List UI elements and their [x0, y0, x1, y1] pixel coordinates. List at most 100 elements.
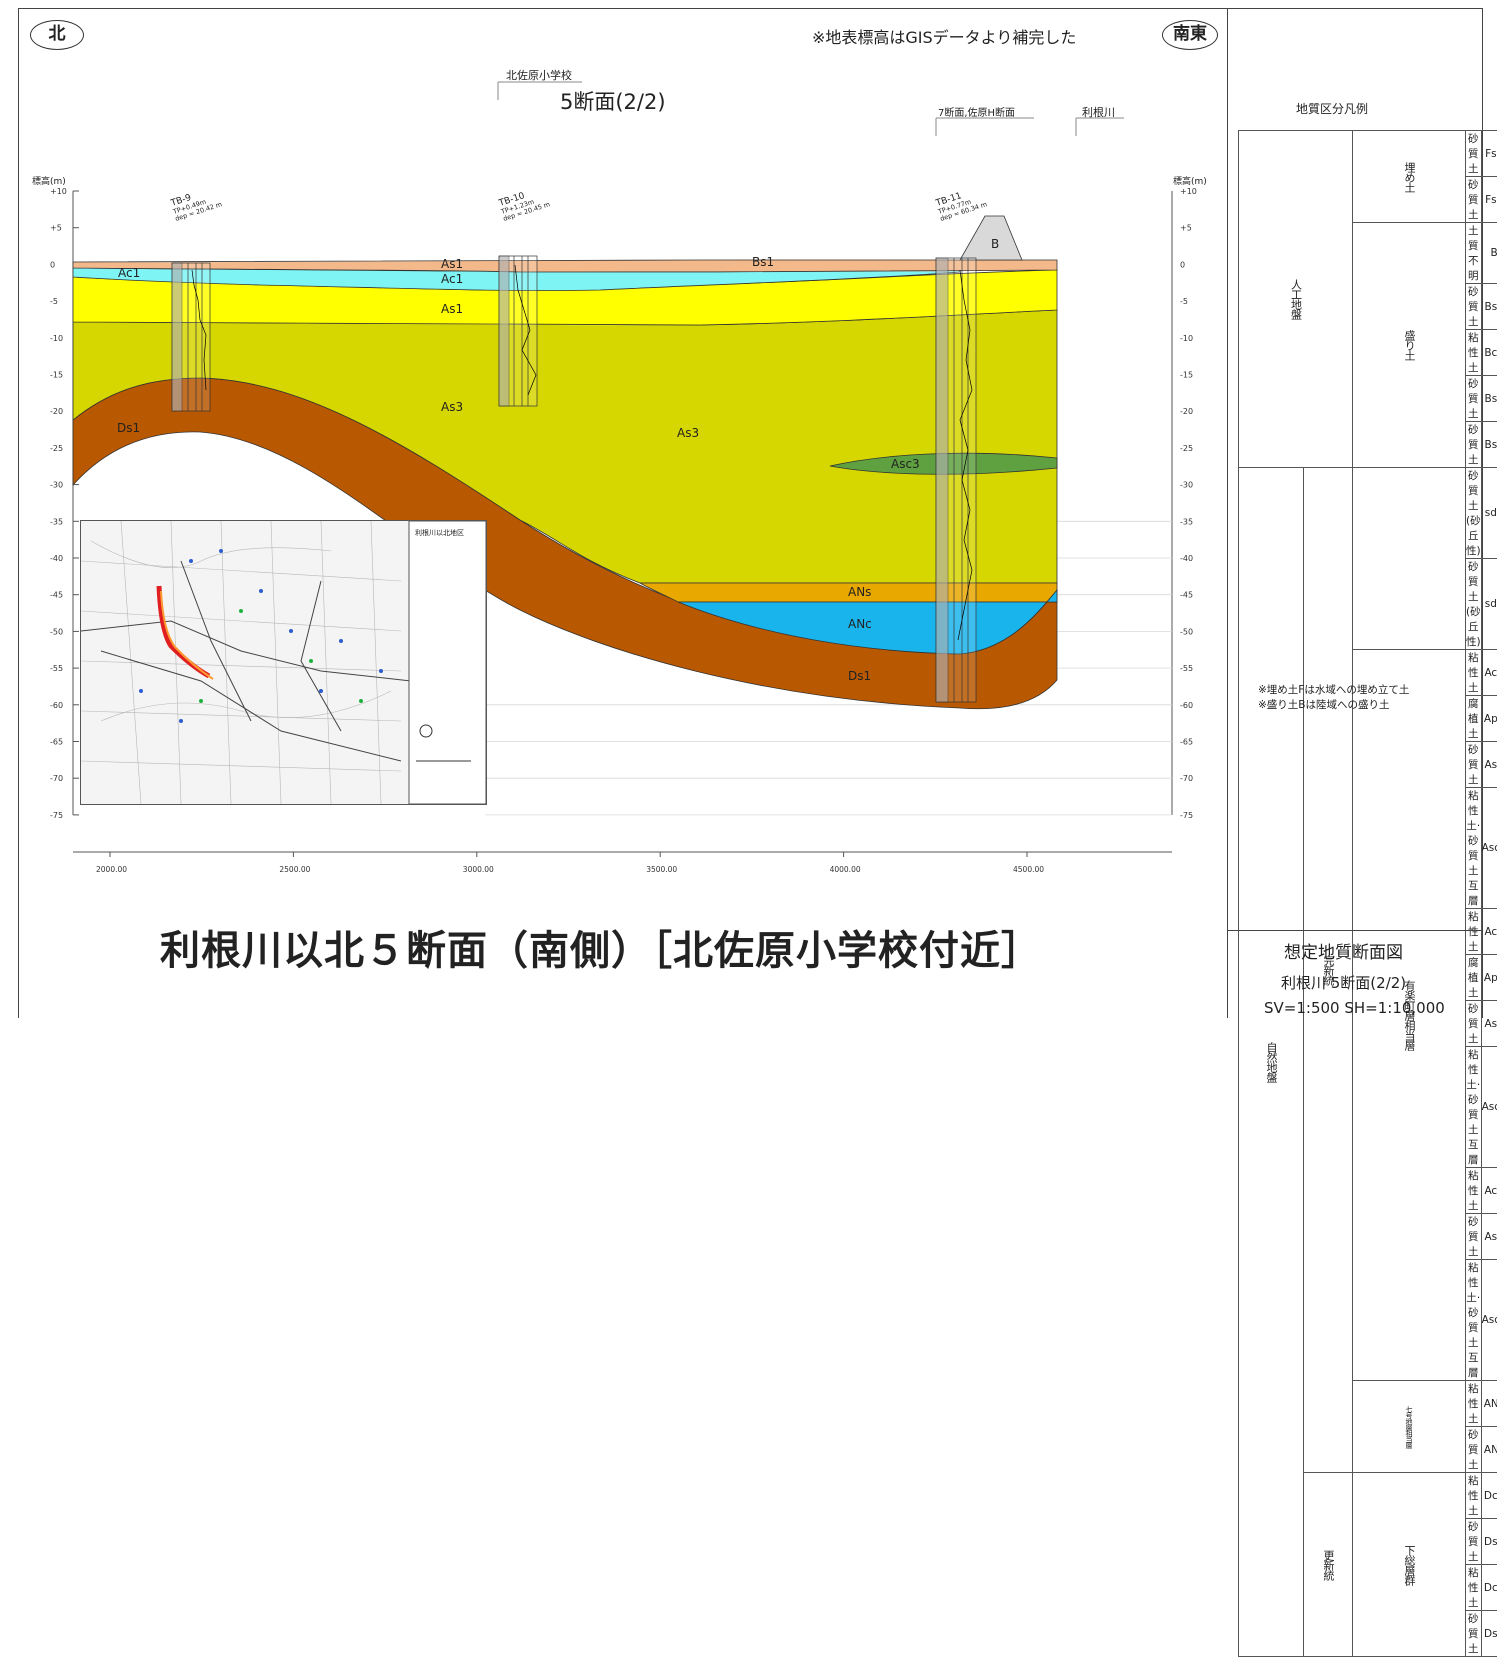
- legend-soil-name: 粘性土: [1466, 330, 1482, 376]
- ref-section7-leader: [936, 118, 1034, 136]
- legend-note-1: ※埋め土Fは水域への埋め立て土: [1258, 682, 1409, 697]
- label-as3-b: As3: [677, 426, 699, 440]
- y-tick-left: -75: [50, 811, 63, 820]
- y-tick-right: -45: [1180, 591, 1193, 600]
- legend-soil-name: 砂質土: [1466, 1519, 1482, 1565]
- legend-soil-name: 粘性土: [1466, 1381, 1482, 1427]
- legend-group-natural: 自然地盤: [1239, 468, 1304, 1657]
- y-tick-right: -25: [1180, 444, 1193, 453]
- x-tick-label: 2000.00: [96, 865, 127, 874]
- legend-code: As2: [1481, 1001, 1497, 1047]
- legend-code: Dc2: [1481, 1565, 1497, 1611]
- borehole-tb11: [936, 258, 976, 702]
- title-block-line2: 利根川 5断面(2/2): [1281, 972, 1406, 993]
- legend-soil-name: 砂質土: [1466, 742, 1482, 788]
- legend-code: Ac1: [1481, 650, 1497, 696]
- y-tick-left: -65: [50, 738, 63, 747]
- legend-soil-name: 土質不明: [1466, 223, 1482, 284]
- legend-soil-name: 砂質土: [1466, 131, 1482, 177]
- legend-soil-name: 砂質土: [1466, 177, 1482, 223]
- y-tick-left: -70: [50, 774, 63, 783]
- legend-code: ANs: [1481, 1427, 1497, 1473]
- legend-soil-name: 粘性土·砂質土 互層: [1466, 788, 1482, 909]
- legend-code: Bc1: [1481, 330, 1497, 376]
- y-tick-left: -25: [50, 444, 63, 453]
- legend-code: As1: [1481, 742, 1497, 788]
- legend-row: 人工地盤埋め土砂質土Fs1: [1239, 131, 1497, 177]
- legend-code: Ac2: [1481, 909, 1497, 955]
- y-tick-right: +10: [1180, 187, 1197, 196]
- legend-sub-banking: 盛り土: [1353, 223, 1466, 468]
- legend-soil-name: 砂質土(砂丘性): [1466, 559, 1482, 650]
- y-tick-left: -35: [50, 517, 63, 526]
- legend-code: Fs2: [1481, 177, 1497, 223]
- legend-sub-fill: 埋め土: [1353, 131, 1466, 223]
- y-tick-left: -20: [50, 407, 63, 416]
- legend-soil-name: 粘性土: [1466, 1565, 1482, 1611]
- legend-sub-nanago: 七号地層相当層: [1353, 1381, 1466, 1473]
- legend-code: Bs2: [1481, 376, 1497, 422]
- legend-code: Ap2: [1481, 955, 1497, 1001]
- y-tick-left: -15: [50, 371, 63, 380]
- y-tick-left: -55: [50, 664, 63, 673]
- legend-soil-name: 砂質土: [1466, 376, 1482, 422]
- legend-soil-name: 粘性土: [1466, 1168, 1482, 1214]
- title-block-line3: SV=1:500 SH=1:10,000: [1264, 999, 1445, 1017]
- legend-code: Ac3: [1481, 1168, 1497, 1214]
- y-tick-right: -55: [1180, 664, 1193, 673]
- legend-sub-shimosa: 下総層群: [1353, 1473, 1466, 1657]
- y-tick-right: -70: [1180, 774, 1193, 783]
- legend-code: Ds2: [1481, 1611, 1497, 1657]
- legend-soil-name: 砂質土: [1466, 1214, 1482, 1260]
- legend-code: ANc: [1481, 1381, 1497, 1427]
- legend-soil-name: 砂質土: [1466, 422, 1482, 468]
- label-bs1: Bs1: [752, 255, 774, 269]
- y-tick-right: -60: [1180, 701, 1193, 710]
- y-tick-left: -45: [50, 591, 63, 600]
- legend-code: Asc2: [1481, 1047, 1497, 1168]
- label-ans: ANs: [848, 585, 871, 599]
- legend-soil-name: 砂質土: [1466, 1427, 1482, 1473]
- legend-code: Fs1: [1481, 131, 1497, 177]
- legend-soil-name: 粘性土·砂質土 互層: [1466, 1260, 1482, 1381]
- legend-note-2: ※盛り土Bは陸域への盛り土: [1258, 697, 1390, 712]
- legend-soil-name: 粘性土: [1466, 1473, 1482, 1519]
- label-ac1-b: Ac1: [441, 272, 463, 286]
- y-tick-left: -40: [50, 554, 63, 563]
- y-tick-right: +5: [1180, 224, 1192, 233]
- title-block-line1: 想定地質断面図: [1284, 938, 1403, 963]
- legend-soil-name: 腐植土: [1466, 696, 1482, 742]
- y-tick-right: 0: [1180, 260, 1185, 269]
- y-tick-right: -15: [1180, 371, 1193, 380]
- legend-code: Dc1: [1481, 1473, 1497, 1519]
- legend-code: Ap1: [1481, 696, 1497, 742]
- x-tick-label: 2500.00: [279, 865, 310, 874]
- x-tick-label: 4000.00: [830, 865, 861, 874]
- legend-table: 人工地盤埋め土砂質土Fs1砂質土Fs2盛り土土質不明B砂質土Bs1粘性土Bc1砂…: [1238, 130, 1497, 1657]
- y-tick-right: -30: [1180, 481, 1193, 490]
- y-tick-left: -50: [50, 627, 63, 636]
- y-tick-left: -30: [50, 481, 63, 490]
- label-ds1-a: Ds1: [117, 421, 140, 435]
- y-tick-left: -60: [50, 701, 63, 710]
- legend-sub-dune: [1353, 468, 1466, 650]
- legend-soil-name: 砂質土(砂丘性): [1466, 468, 1482, 559]
- label-b: B: [991, 237, 999, 251]
- label-asc3: Asc3: [891, 457, 920, 471]
- inset-map: [80, 520, 487, 805]
- legend-soil-name: 砂質土: [1466, 1611, 1482, 1657]
- legend-soil-name: 粘性土·砂質土 互層: [1466, 1047, 1482, 1168]
- legend-title: 地質区分凡例: [1296, 100, 1368, 117]
- inset-map-title: 利根川以北地区: [415, 528, 464, 538]
- y-tick-left: +5: [50, 224, 62, 233]
- y-tick-left: -10: [50, 334, 63, 343]
- legend-code: B: [1481, 223, 1497, 284]
- x-tick-label: 3500.00: [646, 865, 677, 874]
- legend-group-artificial: 人工地盤: [1239, 131, 1353, 468]
- label-as3-a: As3: [441, 400, 463, 414]
- legend-code: Bs1: [1481, 284, 1497, 330]
- legend-soil-name: 粘性土: [1466, 650, 1482, 696]
- y-tick-right: -65: [1180, 738, 1193, 747]
- y-tick-left: +10: [50, 187, 67, 196]
